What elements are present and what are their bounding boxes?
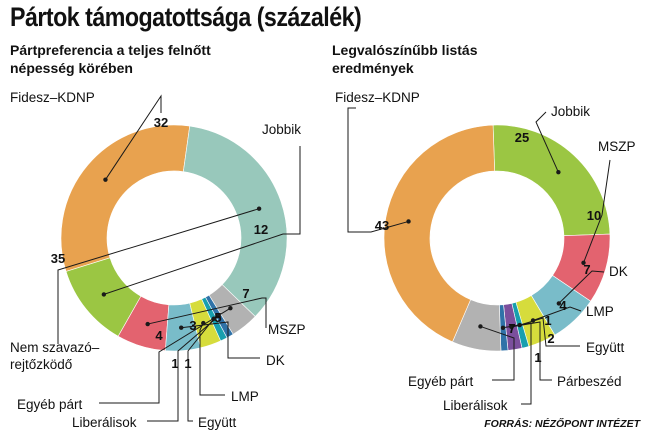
leader-line-egyutt	[187, 318, 215, 422]
donut-chart-left: Pártpreferencia a teljes felnőtt népesség…	[10, 42, 306, 430]
leader-dot-jobbik	[101, 292, 107, 297]
leader-dot-nem-szavazo-rejtozkodo	[256, 206, 262, 211]
category-label-fidesz-kdnp: Fidesz–KDNP	[10, 90, 95, 105]
category-label-egyeb-part: Egyéb párt	[408, 374, 474, 389]
value-label-lmp: 4	[559, 298, 567, 313]
slice-fidesz-kdnp	[383, 124, 495, 343]
leader-line-lmp	[532, 306, 582, 321]
value-label-liberalisok: 1	[171, 356, 178, 371]
category-label-mszp: MSZP	[598, 139, 636, 154]
leader-line-fidesz-kdnp	[105, 94, 162, 180]
leader-dot-egyeb-part	[228, 305, 233, 311]
category-label-fidesz-kdnp: Fidesz–KDNP	[335, 90, 420, 105]
category-label-mszp: MSZP	[268, 322, 306, 337]
value-label-jobbik: 12	[254, 222, 268, 237]
value-label-jobbik: 25	[515, 130, 529, 145]
category-label-dk: DK	[609, 264, 628, 279]
leader-line-mszp	[147, 297, 267, 328]
leader-dot-egyeb-part	[478, 324, 483, 329]
category-labels-right: Jobbik MSZP DK LMP Együtt Párbeszéd Liberáliso…	[335, 90, 636, 413]
value-label-parbeszed: 2	[547, 331, 554, 346]
leader-line-egyeb-part	[480, 325, 515, 381]
leader-line-nem-szavazo-rejtozkodo	[57, 208, 260, 344]
page-title: Pártok támogatottsága (százalék)	[10, 2, 362, 32]
leader-line-jobbik	[103, 146, 301, 295]
category-label-jobbik: Jobbik	[551, 104, 590, 119]
category-label-parbeszed: Párbeszéd	[557, 374, 622, 389]
value-label-lmp: 3	[189, 318, 196, 333]
leader-dot-dk	[556, 301, 562, 306]
category-label-dk: DK	[266, 353, 285, 368]
category-label-egyeb-part: Egyéb párt	[17, 397, 83, 412]
leader-lines-right	[347, 107, 611, 405]
value-label-egyutt: 1	[544, 313, 551, 328]
category-label-liberalisok: Liberálisok	[443, 398, 508, 413]
value-label-fidesz-kdnp: 43	[375, 218, 389, 233]
leader-line-dk	[558, 270, 605, 304]
leader-lines-left	[57, 94, 301, 422]
category-label-egyutt: Együtt	[198, 415, 237, 430]
leader-line-egyeb-part	[99, 307, 231, 404]
value-label-fidesz-kdnp: 32	[154, 115, 168, 130]
slice-fidesz-kdnp	[60, 124, 191, 272]
value-label-mszp: 10	[587, 208, 601, 223]
category-label-egyutt: Együtt	[586, 340, 625, 355]
leader-dot-fidesz-kdnp	[406, 219, 411, 224]
chart-title-left: Pártpreferencia a teljes felnőtt	[10, 42, 211, 58]
donut-slices-left	[60, 124, 288, 352]
slice-nem-szavazo-rejtozkodo	[182, 125, 288, 317]
value-label-egyeb-part: 7	[508, 321, 515, 336]
leader-dot-dk	[179, 325, 184, 330]
value-label-liberalisok: 1	[534, 350, 541, 365]
donut-slices-right	[383, 124, 611, 352]
category-label-lmp: LMP	[586, 304, 614, 319]
category-label-nem-szavazo-rejtozkodo: rejtőzködő	[10, 357, 72, 372]
value-label-dk: 7	[583, 262, 590, 277]
leader-line-lmp	[199, 322, 225, 396]
chart-title-right: Legvalószínűbb listás	[332, 42, 478, 58]
chart-title-right: eredmények	[332, 60, 414, 76]
leader-line-mszp	[583, 159, 611, 263]
value-label-egyeb-part: 4	[155, 328, 163, 343]
leader-line-liberalisok	[147, 315, 220, 422]
source-note: FORRÁS: NÉZŐPONT INTÉZET	[484, 417, 641, 430]
leader-dot-mszp	[581, 260, 586, 266]
slice-jobbik	[492, 124, 611, 236]
donut-chart-right: Legvalószínűbb listáseredmények251074121…	[332, 42, 636, 413]
leader-line-liberalisok	[502, 322, 532, 405]
chart-title-left: népesség körében	[10, 60, 133, 76]
category-label-nem-szavazo-rejtozkodo: Nem szavazó–	[10, 340, 100, 355]
leader-dot-liberalisok	[500, 325, 506, 331]
leader-line-jobbik	[535, 111, 559, 173]
value-label-egyutt: 1	[184, 356, 191, 371]
leader-line-egyutt	[519, 317, 580, 347]
category-label-liberalisok: Liberálisok	[72, 415, 137, 430]
value-label-dk: 5	[214, 310, 221, 325]
leader-line-fidesz-kdnp	[347, 107, 409, 233]
category-labels-left: Fidesz–KDNP Jobbik MSZP DK LMP Együtt Liberáli…	[10, 90, 306, 430]
category-label-lmp: LMP	[231, 389, 259, 404]
leader-line-parbeszed	[511, 321, 552, 381]
leader-dot-fidesz-kdnp	[103, 177, 108, 182]
leader-dot-mszp	[145, 321, 150, 327]
leader-dot-jobbik	[556, 169, 561, 175]
category-label-jobbik: Jobbik	[262, 122, 301, 137]
value-label-nem-szavazo-rejtozkodo: 35	[51, 251, 65, 266]
value-label-mszp: 7	[242, 286, 249, 301]
